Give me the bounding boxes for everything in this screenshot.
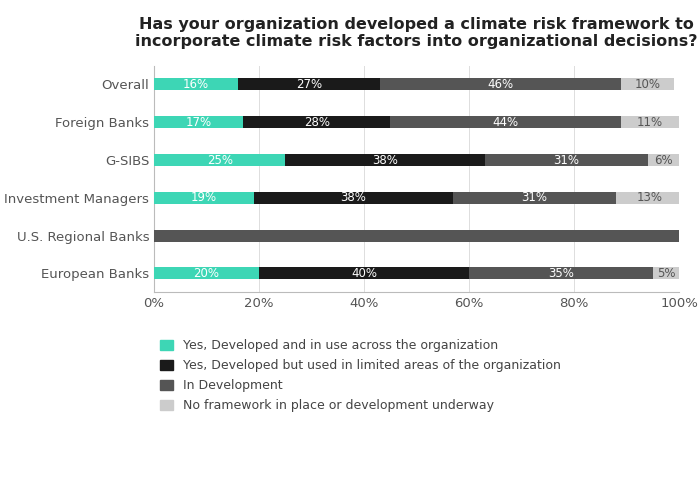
Text: 17%: 17% (186, 116, 211, 129)
Text: 40%: 40% (351, 267, 377, 280)
Bar (622, 116, 679, 128)
Bar (648, 154, 679, 166)
Text: 6%: 6% (654, 154, 673, 166)
Bar (244, 116, 391, 128)
Text: 11%: 11% (637, 116, 663, 129)
Title: Has your organization developed a climate risk framework to
incorporate climate : Has your organization developed a climat… (135, 17, 698, 49)
Text: 46%: 46% (487, 78, 514, 91)
Text: 31%: 31% (553, 154, 579, 166)
Text: 16%: 16% (183, 78, 209, 91)
Bar (379, 78, 622, 91)
Bar (154, 154, 286, 166)
Text: 38%: 38% (372, 154, 398, 166)
Text: 44%: 44% (493, 116, 519, 129)
Bar (154, 230, 679, 242)
Bar (154, 192, 253, 204)
Text: 25%: 25% (206, 154, 232, 166)
Bar (484, 154, 648, 166)
Bar (154, 116, 244, 128)
Text: 35%: 35% (548, 267, 574, 280)
Legend: Yes, Developed and in use across the organization, Yes, Developed but used in li: Yes, Developed and in use across the org… (160, 339, 561, 412)
Text: 20%: 20% (193, 267, 220, 280)
Text: 38%: 38% (341, 192, 366, 204)
Text: 19%: 19% (191, 192, 217, 204)
Text: 10%: 10% (634, 78, 661, 91)
Bar (616, 192, 685, 204)
Bar (391, 116, 622, 128)
Bar (652, 267, 679, 279)
Text: 5%: 5% (657, 267, 675, 280)
Bar (238, 78, 379, 91)
Text: 13%: 13% (637, 192, 663, 204)
Bar (469, 267, 652, 279)
Bar (622, 78, 673, 91)
Bar (253, 192, 454, 204)
Bar (154, 267, 259, 279)
Text: 28%: 28% (304, 116, 330, 129)
Bar (154, 78, 238, 91)
Text: 31%: 31% (522, 192, 547, 204)
Bar (454, 192, 616, 204)
Text: 27%: 27% (296, 78, 322, 91)
Bar (286, 154, 484, 166)
Bar (259, 267, 469, 279)
